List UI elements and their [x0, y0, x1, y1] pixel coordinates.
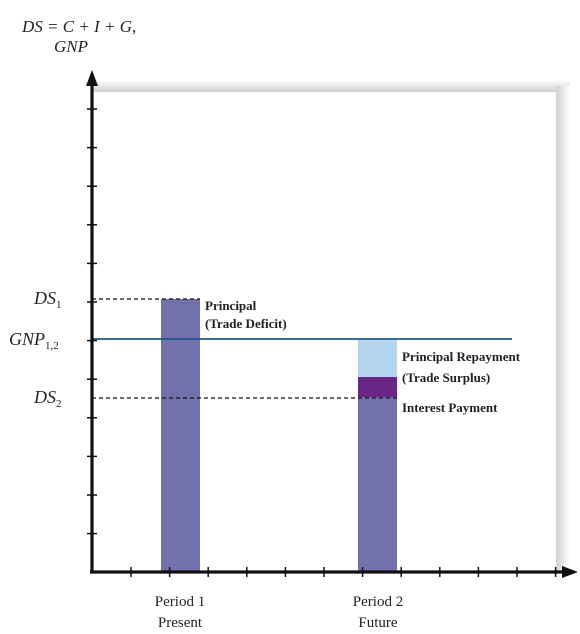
category-1-line1: Period 1: [155, 594, 205, 610]
category-2-line1: Period 2: [353, 594, 403, 610]
x-axis-ticks: [130, 567, 557, 577]
plot-shadow-top: [92, 80, 570, 92]
ds2-label: DS2: [33, 387, 62, 410]
gnp-label: GNP1,2: [9, 329, 59, 352]
y-axis-arrow: [86, 70, 98, 86]
bar-period-2-interest: [358, 377, 397, 397]
y-axis-label-line1: DS = C + I + G,: [21, 17, 136, 36]
ds1-label: DS1: [33, 288, 62, 311]
annotation-repay-line2: (Trade Surplus): [402, 370, 490, 385]
annotation-repay-line1: Principal Repayment: [402, 349, 521, 364]
bar-period-1: [161, 299, 200, 572]
bar-period-2-base: [358, 397, 397, 572]
y-axis-ticks: [87, 108, 97, 535]
annotation-interest: Interest Payment: [402, 400, 498, 415]
category-2-line2: Future: [358, 615, 398, 631]
plot-shadow-right: [556, 86, 570, 572]
y-axis-label-line2: GNP: [54, 37, 88, 56]
bar-period-2-principal-repayment: [358, 339, 397, 377]
x-axis-arrow: [562, 566, 578, 578]
annotation-principal-line1: Principal: [205, 298, 257, 313]
category-1-line2: Present: [158, 615, 203, 631]
annotation-principal-line2: (Trade Deficit): [205, 316, 287, 331]
